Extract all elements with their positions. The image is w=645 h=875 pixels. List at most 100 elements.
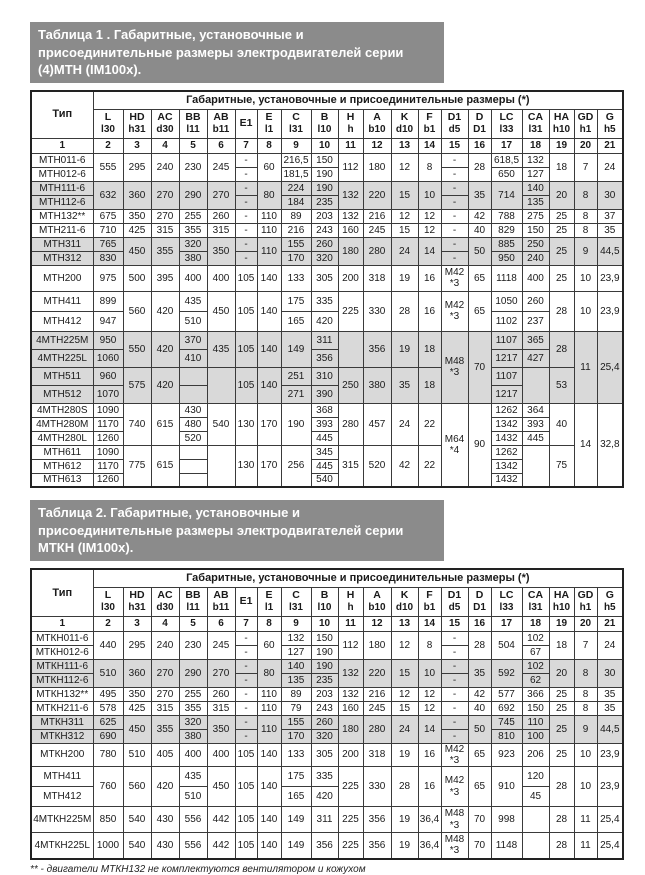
column-header-main: H — [346, 589, 355, 602]
table-row: МТН511 960 575 420 105 140 251 310 250 380 35 18 110… — [30, 366, 623, 404]
data-cell: 360 — [122, 658, 152, 688]
data-cell: 510 — [122, 742, 152, 768]
data-cell: 311 — [310, 806, 339, 834]
column-header-sub: b11 — [212, 602, 230, 614]
data-cell: 190 — [310, 644, 339, 660]
column-number: 6 — [206, 137, 236, 154]
data-cell: 390 — [310, 384, 339, 404]
data-cell: 70 — [467, 832, 492, 860]
data-cell: 105 — [234, 366, 258, 404]
table-1-title-bar: Таблица 1 . Габаритные, установочные и п… — [30, 22, 444, 83]
data-cell: 8 — [573, 180, 598, 210]
column-number: 21 — [596, 137, 624, 154]
data-cell: 24 — [390, 402, 419, 446]
column-header-BB: BB l11 — [178, 586, 208, 617]
data-cell: 140 — [256, 832, 282, 860]
data-cell: 575 — [122, 366, 152, 404]
data-cell: 740 — [122, 402, 152, 446]
data-cell: 675 — [92, 208, 124, 224]
data-cell: 540 — [122, 806, 152, 834]
column-header-E1: E1 — [234, 108, 258, 139]
column-header-GD: GD h1 — [573, 108, 598, 139]
data-cell — [206, 366, 236, 404]
table-row: 4МТН225M 950 550 420 370 435 105 140 149 311 356 19… — [30, 330, 624, 404]
data-cell: 380 — [178, 728, 208, 744]
row-type-cell: МТКН132** — [30, 686, 94, 702]
data-cell — [178, 444, 208, 460]
column-header-main: HA — [553, 111, 570, 124]
data-cell: 20 — [548, 658, 575, 688]
data-cell: 18 — [548, 630, 575, 660]
data-cell: 12 — [417, 222, 442, 238]
data-cell: 44,5 — [596, 236, 624, 266]
data-cell: 203 — [310, 686, 339, 702]
data-cell: 181,5 — [280, 166, 312, 182]
data-cell: 62 — [521, 672, 550, 688]
column-number: 20 — [573, 137, 598, 154]
data-cell: - — [234, 630, 258, 646]
data-cell: 555 — [92, 152, 124, 182]
column-number: 13 — [390, 137, 419, 154]
column-header-sub: l11 — [186, 123, 200, 135]
column-header-sub: l1 — [264, 602, 274, 614]
data-cell: 110 — [256, 700, 282, 716]
data-cell: 335 — [310, 290, 339, 312]
data-cell: 127 — [521, 166, 550, 182]
data-cell: 150 — [310, 152, 339, 168]
column-header-main: LC — [499, 589, 514, 602]
data-cell: 165 — [280, 310, 312, 332]
data-cell: 1262 — [490, 444, 523, 460]
data-cell: 364 — [521, 402, 550, 418]
table-row: МТН613 1260 540 1432 — [30, 472, 623, 488]
data-cell: 220 — [362, 180, 392, 210]
data-cell: 22 — [417, 444, 442, 488]
data-cell: 350 — [206, 236, 236, 266]
column-header-sub: l31 — [528, 123, 543, 135]
data-cell: 260 — [206, 208, 236, 224]
data-cell: 105 — [234, 806, 258, 834]
table-row: МТКН132** 495 350 270 255 260-110 89 203 132 216 1… — [30, 686, 624, 702]
data-cell: 42 — [390, 444, 419, 488]
data-cell: - — [440, 714, 469, 730]
table-row: МТН412 510 165 420 45 — [30, 786, 623, 808]
data-cell — [521, 366, 550, 404]
column-header-sub: h5 — [603, 123, 616, 135]
column-header-main: GD — [577, 589, 594, 602]
data-cell: 135 — [521, 194, 550, 210]
column-header-sub: b10 — [368, 602, 386, 614]
data-cell: 256 — [280, 444, 312, 488]
column-number: 15 — [440, 137, 469, 154]
data-cell: 320 — [178, 236, 208, 252]
column-header-LC: LC l33 — [490, 108, 523, 139]
data-cell: 132 — [337, 658, 364, 688]
row-type-cell: МТН211-6 — [30, 222, 94, 238]
data-cell: 788 — [490, 208, 523, 224]
row-type-cell: МТН200 — [30, 264, 94, 292]
data-cell: 12 — [390, 686, 419, 702]
data-cell: 65 — [467, 264, 492, 292]
column-number: 9 — [280, 137, 312, 154]
data-cell: 8 — [417, 630, 442, 660]
column-header-sub: h1 — [579, 602, 592, 614]
column-header-LC: LC l33 — [490, 586, 523, 617]
column-header-main: D — [475, 111, 484, 124]
data-cell: 556 — [178, 832, 208, 860]
data-cell: - — [234, 728, 258, 744]
column-header-main: L — [104, 589, 112, 602]
data-cell: 550 — [122, 330, 152, 368]
data-cell: 356 — [310, 832, 339, 860]
data-cell: 400 — [206, 264, 236, 292]
data-cell: 393 — [521, 416, 550, 432]
data-cell: 100 — [521, 728, 550, 744]
data-cell: 12 — [417, 208, 442, 224]
data-cell: 305 — [310, 742, 339, 768]
data-cell: 133 — [280, 742, 312, 768]
data-cell: 8 — [573, 208, 598, 224]
column-number: 2 — [92, 615, 124, 632]
table-row: МТКН312 690 380 - 170 320 - 810 100 — [30, 728, 623, 744]
data-cell: 335 — [310, 766, 339, 788]
column-header-sub: h31 — [128, 123, 146, 135]
data-cell: 457 — [362, 402, 392, 446]
data-cell: 65 — [467, 742, 492, 768]
